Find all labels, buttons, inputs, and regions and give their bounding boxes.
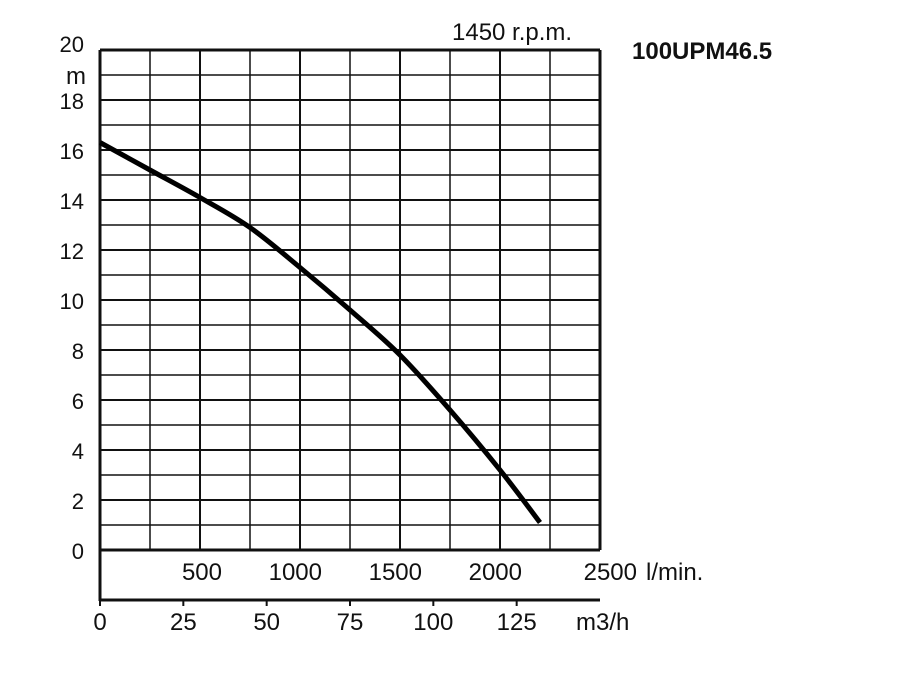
y-tick-label: 14 (60, 189, 84, 214)
x2-tick-label: 50 (253, 609, 280, 636)
y-tick-label: 10 (60, 289, 84, 314)
x2-tick-label: 25 (170, 609, 197, 636)
y-tick-label: 20 (60, 32, 84, 57)
head-flow-curve (98, 140, 542, 525)
x2-tick-label: 100 (413, 609, 453, 636)
y-tick-label: 8 (72, 339, 84, 364)
x-axis-unit: l/min. (646, 559, 703, 586)
labels-layer: 0 2 4 6 8 10 12 14 16 18 20 500 1000 1500 2000 2500 0 25 5… (60, 32, 637, 636)
y-tick-label: 12 (60, 239, 84, 264)
grid (98, 48, 602, 606)
y-tick-label: 4 (72, 439, 84, 464)
x-tick-label: 2000 (469, 559, 522, 586)
curve-layer (98, 140, 542, 525)
x2-tick-label: 125 (497, 609, 537, 636)
speed-label: 1450 r.p.m. (452, 19, 572, 46)
x-tick-label: 1000 (269, 559, 322, 586)
y-tick-label: 16 (60, 139, 84, 164)
y-axis-unit: m (66, 63, 86, 90)
y-tick-label: 6 (72, 389, 84, 414)
y-tick-label: 18 (60, 89, 84, 114)
x-tick-label: 2500 (584, 559, 637, 586)
y-tick-label: 0 (72, 539, 84, 564)
x2-axis-unit: m3/h (576, 609, 629, 636)
x-tick-label: 500 (182, 559, 222, 586)
model-title: 100UPM46.5 (632, 38, 772, 65)
y-tick-label: 2 (72, 489, 84, 514)
x-tick-label: 1500 (369, 559, 422, 586)
x2-tick-label: 75 (337, 609, 364, 636)
x2-tick-label: 0 (93, 609, 106, 636)
